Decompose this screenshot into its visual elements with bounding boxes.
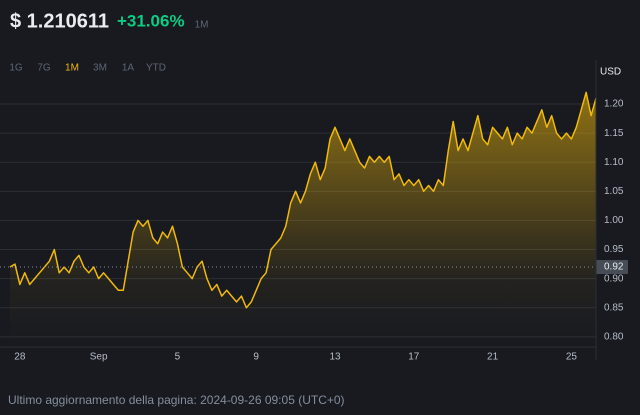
y-tick-label: 1.05 <box>604 186 624 197</box>
y-tick-label: 0.90 <box>604 273 624 284</box>
price: $ 1.210611 <box>10 10 109 32</box>
x-tick-label: 17 <box>408 352 420 363</box>
x-tick-label: 13 <box>329 352 341 363</box>
y-tick-label: 1.15 <box>604 128 624 139</box>
price-change: +31.06% <box>117 11 185 30</box>
y-tick-label: 0.85 <box>604 302 624 313</box>
period-label: 1M <box>195 20 209 31</box>
x-tick-label: 28 <box>14 352 26 363</box>
y-tick-label: 1.00 <box>604 215 624 226</box>
y-tick-label: 1.10 <box>604 157 624 168</box>
y-tick-label: 0.95 <box>604 244 624 255</box>
period-tab[interactable]: 7G <box>37 63 51 74</box>
price-line <box>9 91 597 309</box>
reference-label: 0.92 <box>604 262 624 273</box>
period-tab[interactable]: 1A <box>122 63 135 74</box>
x-tick-label: 9 <box>253 352 259 363</box>
y-axis-label: USD <box>600 67 621 78</box>
footer: Ultimo aggiornamento della pagina: 2024-… <box>8 393 345 407</box>
x-tick-label: 21 <box>487 352 499 363</box>
x-tick-label: 5 <box>175 352 181 363</box>
x-tick-label: Sep <box>90 352 108 363</box>
x-tick-label: 25 <box>566 352 578 363</box>
period-tab[interactable]: 1M <box>65 63 79 74</box>
y-tick-label: 0.80 <box>604 331 624 342</box>
period-tab[interactable]: YTD <box>146 63 166 74</box>
area <box>10 92 596 346</box>
reference-badge <box>596 259 628 274</box>
y-tick-label: 1.20 <box>604 99 624 110</box>
period-tab[interactable]: 1G <box>9 63 23 74</box>
period-tab[interactable]: 3M <box>93 63 107 74</box>
